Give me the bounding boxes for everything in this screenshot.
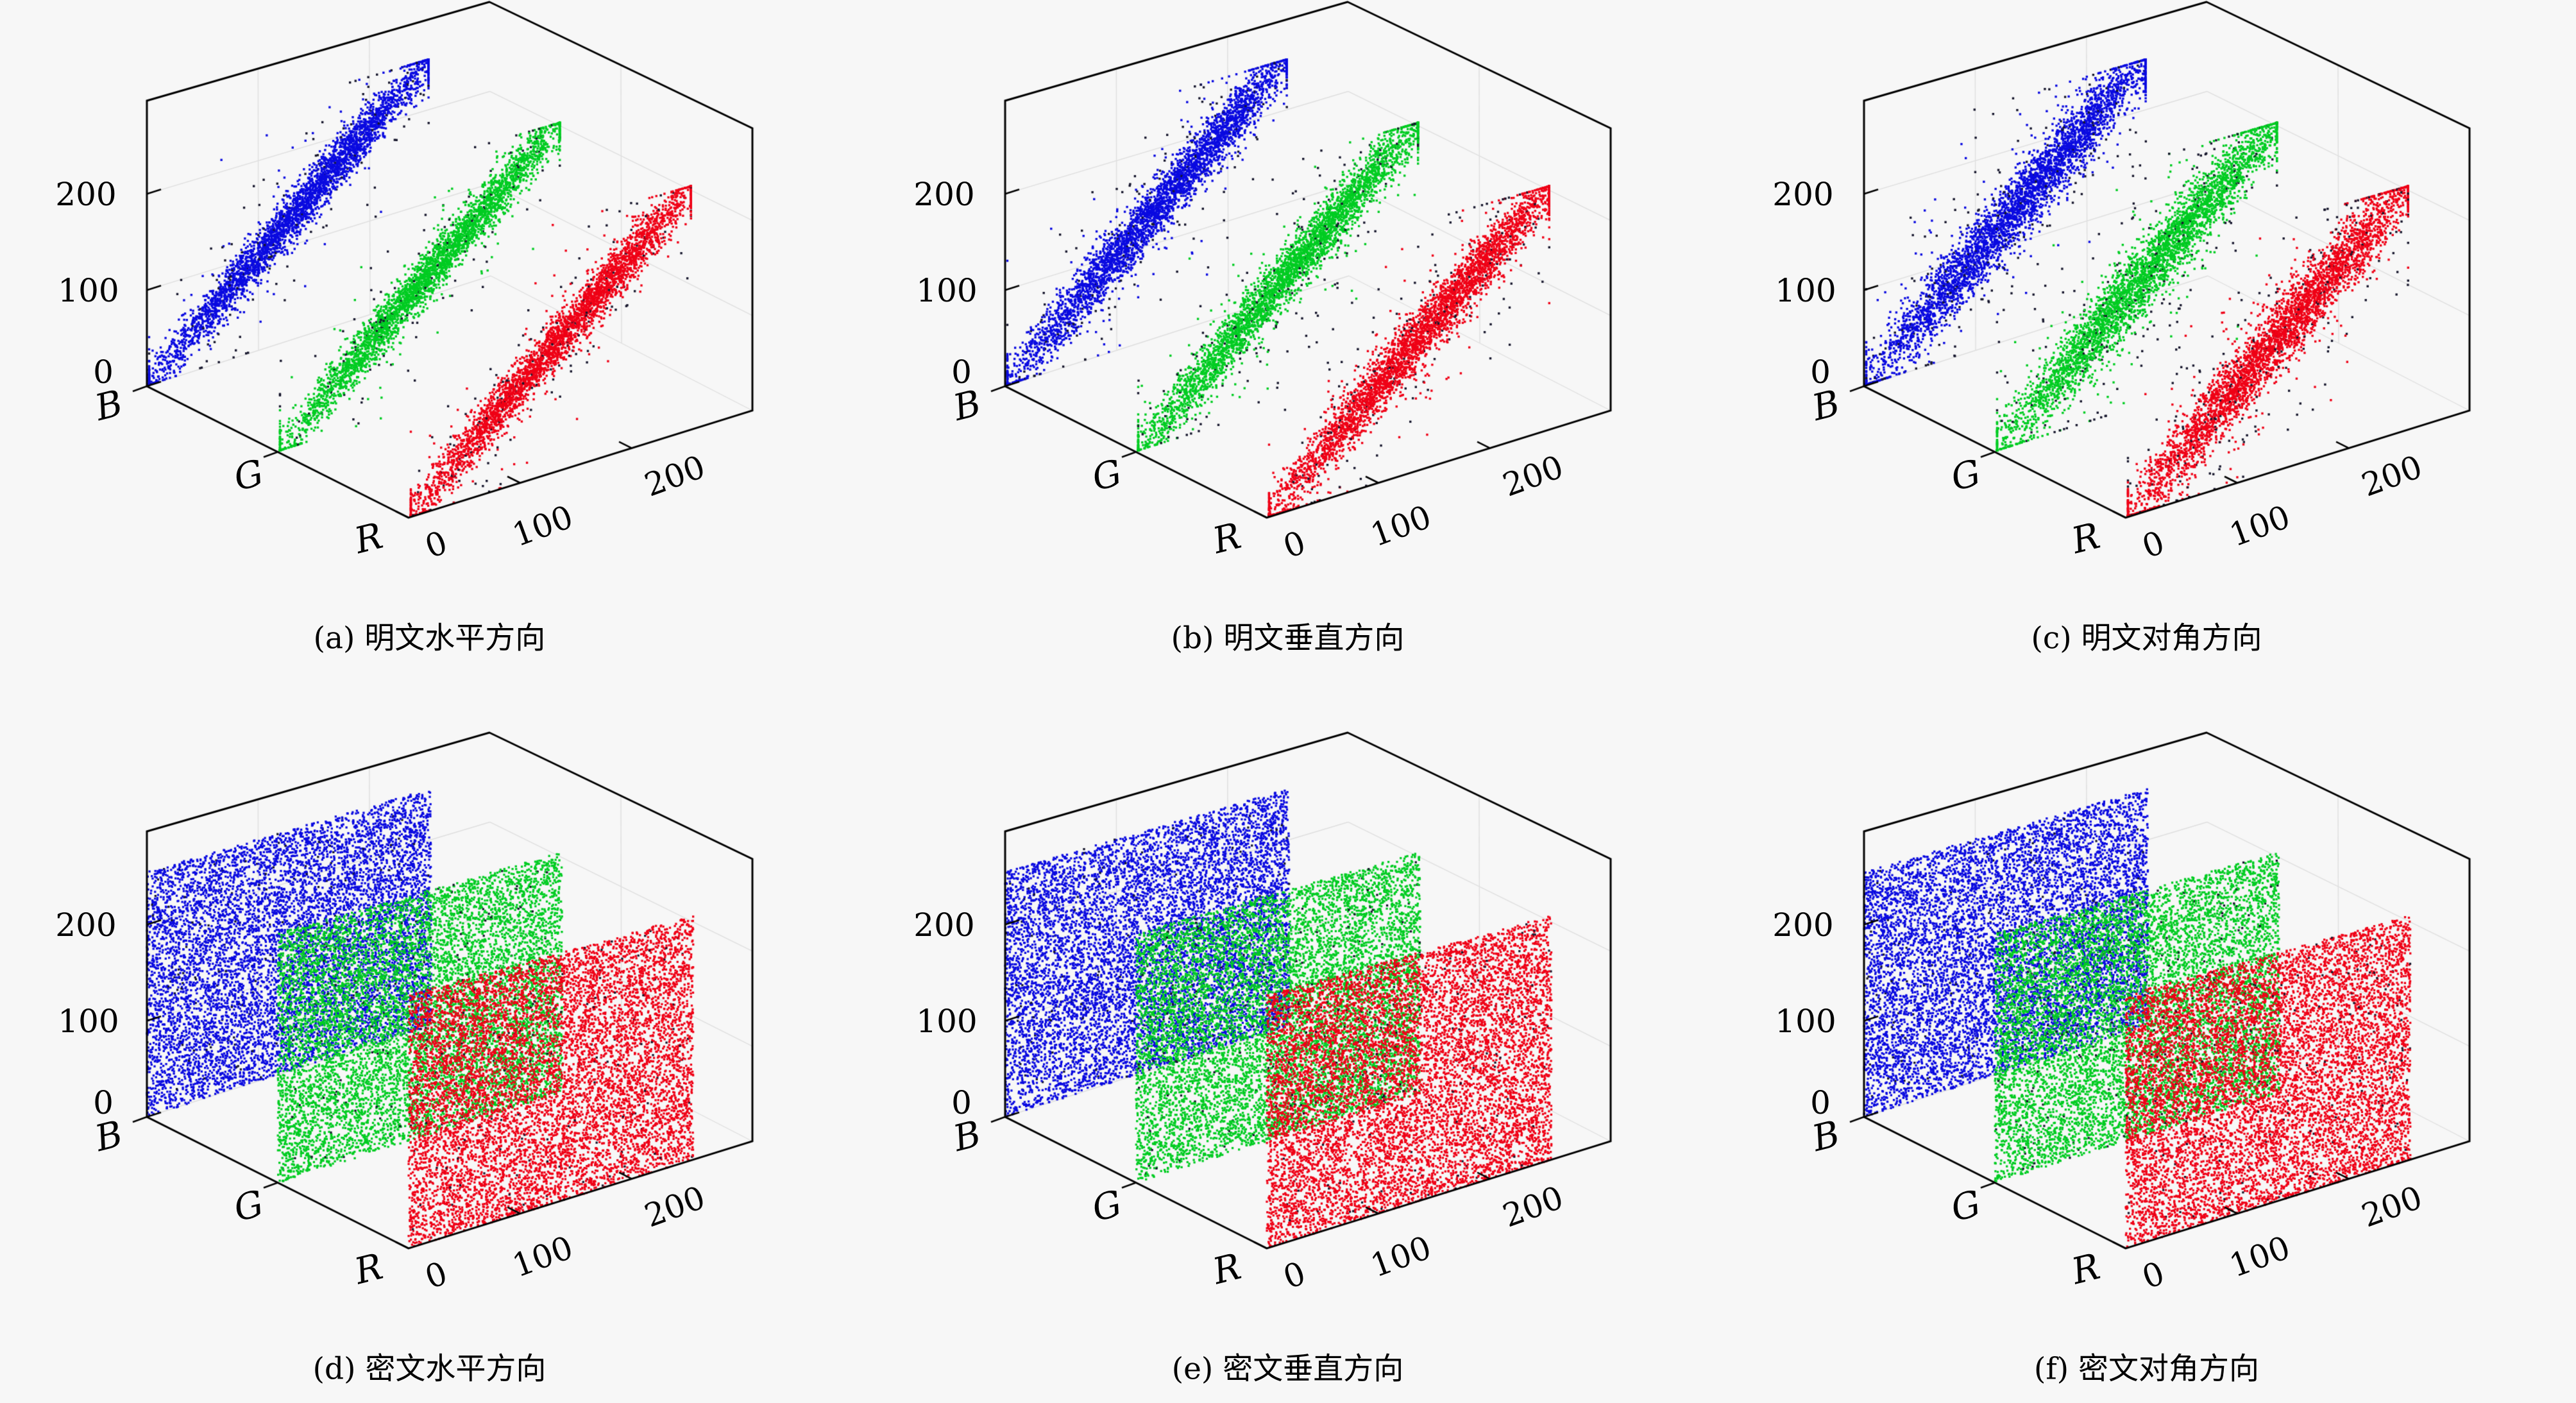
z-tick-label-100: 100 (58, 1003, 119, 1040)
subplot-caption-f: (f) 密文对角方向 (2033, 1351, 2259, 1387)
z-tick-label-0: 0 (951, 1084, 972, 1121)
subplot-d: 200 100 0 0 100 200 B G R (d) 密文水平方向 (0, 702, 859, 1403)
subplot-e: 200 100 0 0 100 200 B G R (e) 密文垂直方向 (858, 702, 1717, 1403)
correlation-3d-canvas-f (1717, 731, 2576, 1403)
z-tick-label-200: 200 (1772, 906, 1834, 944)
z-tick-label-100: 100 (916, 272, 978, 309)
subplot-caption-c: (c) 明文对角方向 (2031, 620, 2262, 656)
subplot-caption-b: (b) 明文垂直方向 (1171, 620, 1405, 656)
z-tick-label-200: 200 (913, 176, 975, 213)
z-tick-label-0: 0 (1810, 1084, 1831, 1121)
z-tick-label-200: 200 (1772, 176, 1834, 213)
z-tick-label-200: 200 (55, 176, 117, 213)
z-tick-label-100: 100 (58, 272, 119, 309)
correlation-3d-canvas-c (1717, 0, 2576, 701)
correlation-3d-canvas-e (858, 731, 1717, 1403)
z-tick-label-100: 100 (1775, 1003, 1836, 1040)
z-tick-label-0: 0 (1810, 353, 1831, 391)
correlation-3d-canvas-b (858, 0, 1717, 701)
z-tick-label-0: 0 (93, 353, 114, 391)
correlation-3d-canvas-a (0, 0, 859, 701)
z-tick-label-0: 0 (93, 1084, 114, 1121)
correlation-3d-canvas-d (0, 731, 859, 1403)
plot-area-b: 200 100 0 0 100 200 B G R (b) 明文垂直方向 (858, 0, 1717, 701)
subplot-c: 200 100 0 0 100 200 B G R (c) 明文对角方向 (1717, 0, 2576, 702)
z-tick-label-200: 200 (913, 906, 975, 944)
z-tick-label-200: 200 (55, 906, 117, 944)
subplot-caption-a: (a) 明文水平方向 (313, 620, 546, 656)
subplot-caption-d: (d) 密文水平方向 (312, 1351, 547, 1387)
plot-area-c: 200 100 0 0 100 200 B G R (c) 明文对角方向 (1717, 0, 2576, 701)
plot-area-a: 200 100 0 0 100 200 B G R (a) 明文水平方向 (0, 0, 859, 701)
plot-area-e: 200 100 0 0 100 200 B G R (e) 密文垂直方向 (858, 731, 1717, 1403)
z-tick-label-100: 100 (916, 1003, 978, 1040)
subplot-caption-e: (e) 密文垂直方向 (1171, 1351, 1404, 1387)
subplot-a: 200 100 0 0 100 200 B G R (a) 明文水平方向 (0, 0, 859, 702)
z-tick-label-0: 0 (951, 353, 972, 391)
subplot-b: 200 100 0 0 100 200 B G R (b) 明文垂直方向 (858, 0, 1717, 702)
subplot-f: 200 100 0 0 100 200 B G R (f) 密文对角方向 (1717, 702, 2576, 1403)
plot-area-d: 200 100 0 0 100 200 B G R (d) 密文水平方向 (0, 731, 859, 1403)
z-tick-label-100: 100 (1775, 272, 1836, 309)
plot-area-f: 200 100 0 0 100 200 B G R (f) 密文对角方向 (1717, 731, 2576, 1403)
